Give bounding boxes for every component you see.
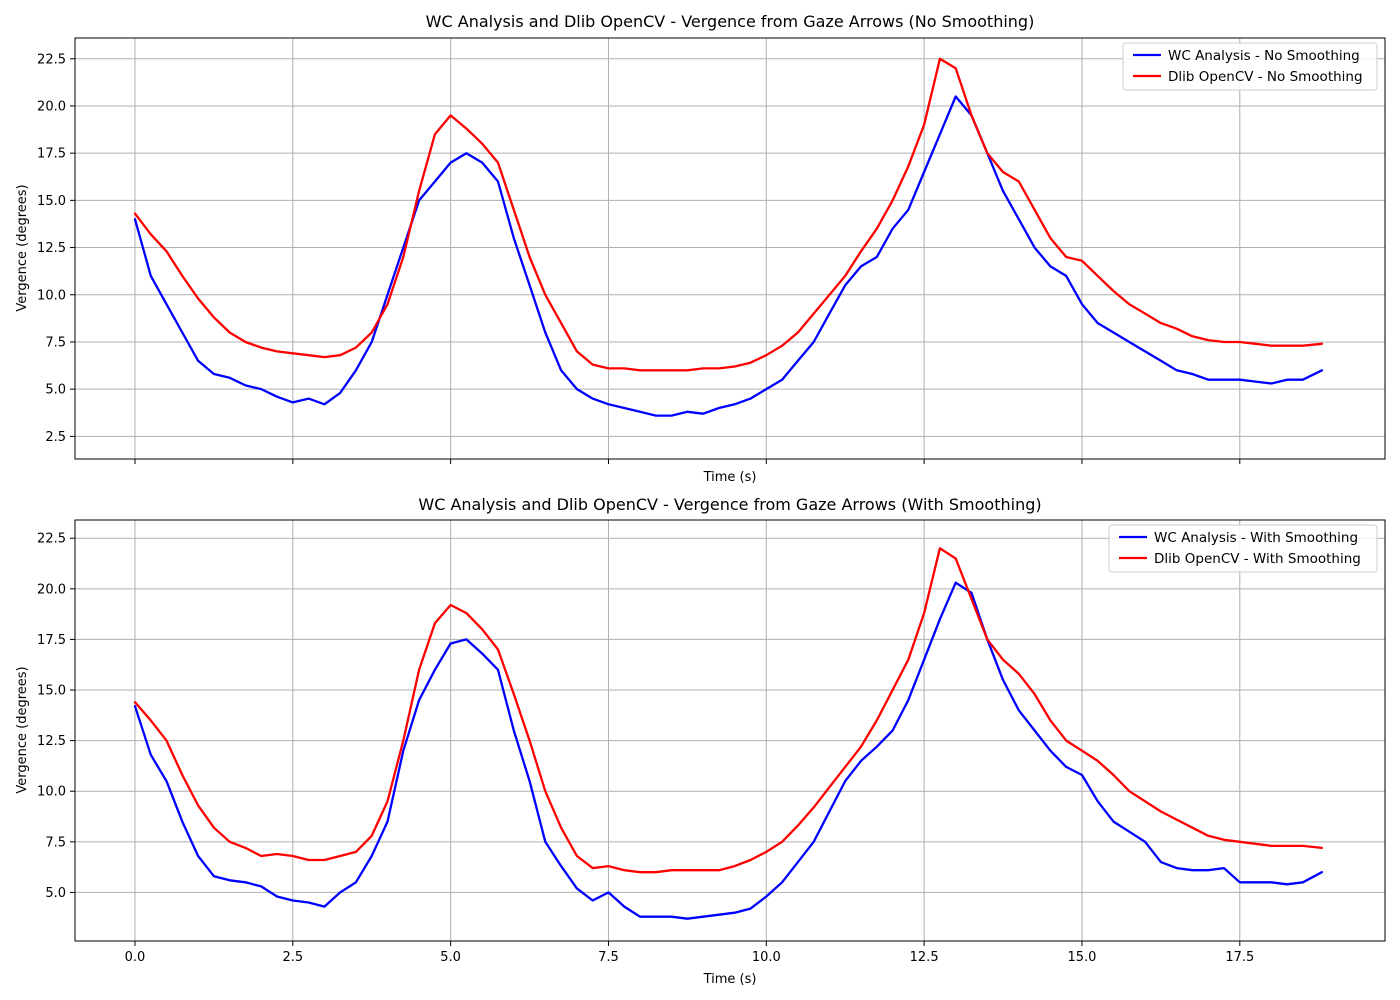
y-tick-label: 5.0: [45, 886, 66, 901]
series-line-wc-analysis: [133, 581, 1324, 920]
x-tick-label: 15.0: [1067, 950, 1096, 965]
x-tick-label: 5.0: [440, 950, 461, 965]
series-line-dlib-opencv: [133, 57, 1324, 372]
y-tick-label: 17.5: [37, 633, 66, 648]
legend-label: WC Analysis - With Smoothing: [1154, 530, 1358, 546]
y-axis-label: Vergence (degrees): [15, 184, 30, 311]
legend-box: [1108, 524, 1378, 573]
y-tick-label: 7.5: [45, 835, 66, 850]
chart-title: WC Analysis and Dlib OpenCV - Vergence f…: [426, 12, 1035, 31]
y-tick-label: 2.5: [45, 430, 66, 445]
legend: WC Analysis - No Smoothing Dlib OpenCV - …: [1122, 42, 1378, 91]
legend-label: Dlib OpenCV - No Smoothing: [1168, 69, 1363, 85]
plot-frame: [74, 519, 1386, 942]
chart-panel-no-smoothing: WC Analysis and Dlib OpenCV - Vergence f…: [15, 12, 1386, 485]
series-line-dlib-opencv: [133, 547, 1324, 874]
y-tick-label: 20.0: [37, 99, 66, 114]
legend-box: [1122, 42, 1378, 91]
y-tick-label: 5.0: [45, 383, 66, 398]
chart-title: WC Analysis and Dlib OpenCV - Vergence f…: [418, 495, 1041, 514]
y-tick-label: 15.0: [37, 194, 66, 209]
x-axis-label: Time (s): [703, 470, 757, 485]
y-tick-label: 22.5: [37, 52, 66, 67]
y-tick-label: 7.5: [45, 335, 66, 350]
y-axis-label: Vergence (degrees): [15, 666, 30, 793]
y-tick-label: 12.5: [37, 241, 66, 256]
y-tick-label: 15.0: [37, 684, 66, 699]
x-tick-label: 17.5: [1225, 950, 1254, 965]
chart-panel-with-smoothing: WC Analysis and Dlib OpenCV - Vergence f…: [15, 495, 1386, 987]
x-tick-label: 12.5: [910, 950, 939, 965]
x-tick-label: 0.0: [125, 950, 146, 965]
x-tick-label: 10.0: [752, 950, 781, 965]
x-axis-label: Time (s): [703, 972, 757, 987]
x-tick-label: 7.5: [598, 950, 619, 965]
series-line-wc-analysis: [133, 95, 1324, 417]
y-tick-label: 10.0: [37, 288, 66, 303]
plot-frame: [74, 37, 1386, 460]
y-tick-label: 22.5: [37, 532, 66, 547]
y-tick-label: 12.5: [37, 734, 66, 749]
y-tick-label: 20.0: [37, 582, 66, 597]
y-tick-label: 17.5: [37, 147, 66, 162]
legend-label: WC Analysis - No Smoothing: [1168, 48, 1360, 64]
x-tick-label: 2.5: [282, 950, 303, 965]
legend: WC Analysis - With Smoothing Dlib OpenCV …: [1108, 524, 1378, 573]
legend-label: Dlib OpenCV - With Smoothing: [1154, 551, 1361, 567]
y-tick-label: 10.0: [37, 785, 66, 800]
